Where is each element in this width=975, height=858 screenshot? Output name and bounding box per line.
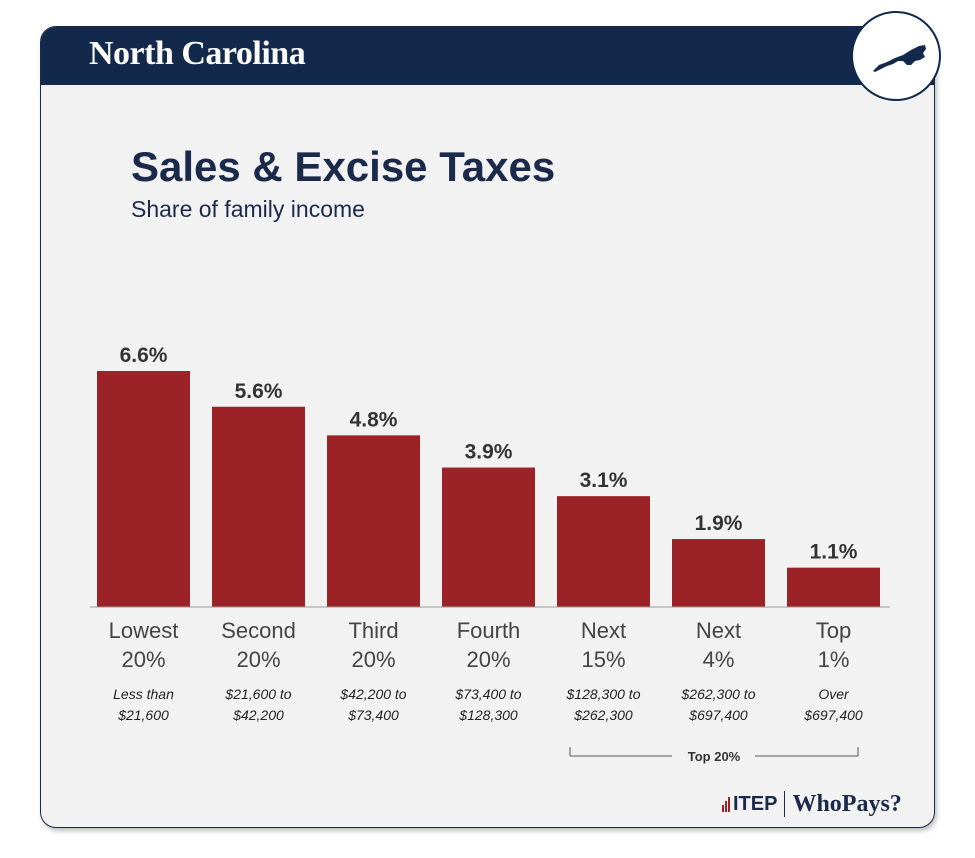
category-label-7-line-2: 1% (818, 647, 850, 672)
bar-6 (672, 539, 765, 607)
header-bar: North Carolina (41, 27, 934, 85)
income-range-5-line-1: $128,300 to (566, 686, 641, 702)
income-range-4-line-1: $73,400 to (454, 686, 521, 702)
itep-logo: ITEP (722, 793, 777, 816)
income-range-7-line-2: $697,400 (803, 707, 863, 723)
bar-2 (212, 406, 305, 607)
income-range-3-line-2: $73,400 (347, 707, 399, 723)
category-label-2-line-1: Second (221, 618, 296, 643)
value-label-4: 3.9% (465, 441, 513, 464)
income-range-1-line-2: $21,600 (117, 707, 169, 723)
category-label-1-line-1: Lowest (109, 618, 179, 643)
income-range-5-line-2: $262,300 (573, 707, 633, 723)
category-label-3-line-2: 20% (351, 647, 395, 672)
itep-label: ITEP (733, 792, 778, 815)
bar-3 (327, 435, 420, 607)
category-label-4-line-1: Fourth (457, 618, 521, 643)
whopays-label: WhoPays? (792, 790, 902, 817)
value-label-6: 1.9% (695, 512, 743, 535)
category-label-1-line-2: 20% (121, 647, 165, 672)
income-range-6-line-1: $262,300 to (681, 686, 756, 702)
chart-title: Sales & Excise Taxes (131, 143, 556, 190)
income-range-1-line-1: Less than (113, 686, 174, 702)
bar-7 (787, 567, 880, 607)
top-20-label: Top 20% (688, 749, 741, 764)
income-range-2-line-2: $42,200 (232, 707, 284, 723)
value-label-1: 6.6% (120, 344, 168, 367)
north-carolina-map-icon (873, 45, 926, 72)
value-label-2: 5.6% (235, 380, 283, 403)
category-label-2-line-2: 20% (236, 647, 280, 672)
itep-bars-icon (722, 796, 731, 812)
category-label-3-line-1: Third (348, 618, 398, 643)
category-label-6-line-1: Next (696, 618, 741, 643)
value-label-3: 4.8% (350, 408, 398, 431)
value-label-5: 3.1% (580, 469, 628, 492)
chart-subtitle: Share of family income (131, 196, 365, 222)
category-label-7-line-1: Top (816, 618, 851, 643)
income-range-3-line-1: $42,200 to (339, 686, 406, 702)
value-label-7: 1.1% (810, 541, 858, 564)
footer-logo: ITEP WhoPays? (722, 789, 902, 819)
category-label-5-line-2: 15% (581, 647, 625, 672)
category-label-4-line-2: 20% (466, 647, 510, 672)
income-range-4-line-2: $128,300 (458, 707, 518, 723)
state-name: North Carolina (89, 35, 306, 72)
bar-1 (97, 371, 190, 607)
state-badge (851, 11, 941, 101)
bar-4 (442, 467, 535, 607)
income-range-2-line-1: $21,600 to (224, 686, 291, 702)
category-label-5-line-1: Next (581, 618, 626, 643)
logo-divider (784, 791, 786, 817)
income-range-7-line-1: Over (818, 686, 850, 702)
category-label-6-line-2: 4% (703, 647, 735, 672)
bar-5 (557, 496, 650, 607)
income-range-6-line-2: $697,400 (688, 707, 748, 723)
